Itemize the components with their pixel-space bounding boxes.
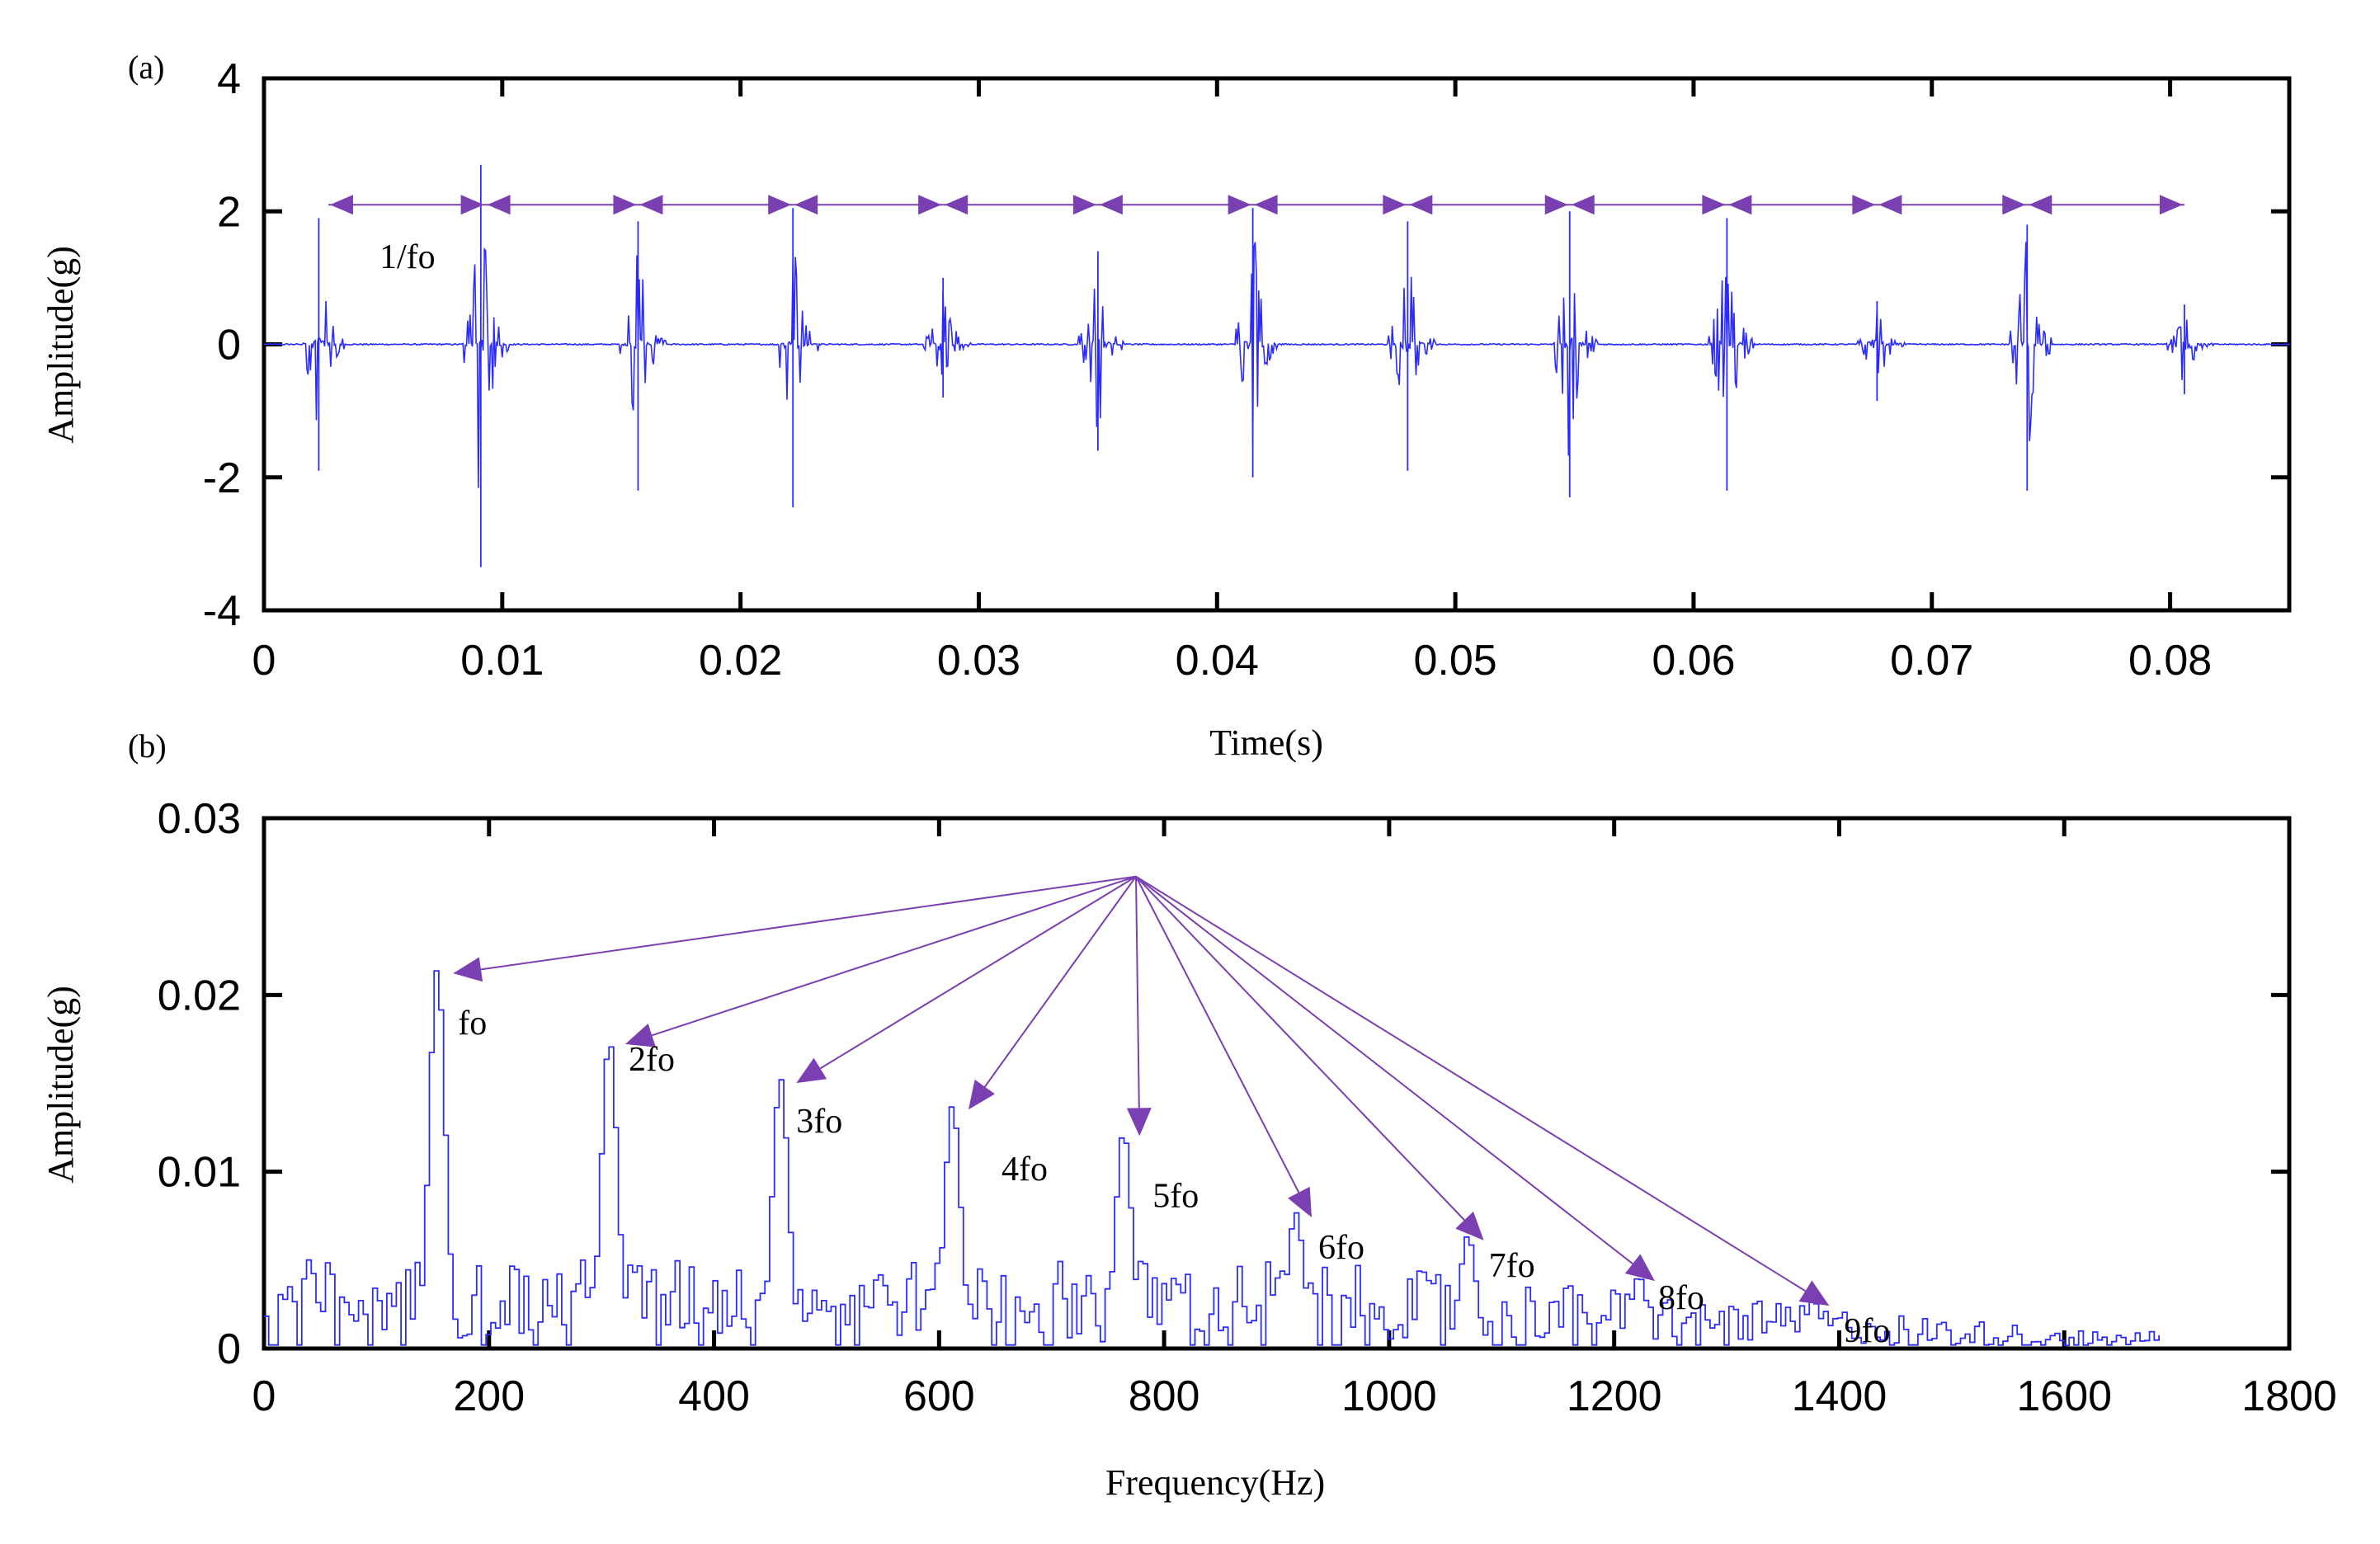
x-tick-label: 800 [1129, 1372, 1200, 1420]
panel-a-tag: (a) [128, 49, 164, 86]
period-arrow-head [1099, 195, 1123, 215]
harmonic-arrow-head [796, 1057, 827, 1084]
x-tick-label: 0 [252, 637, 276, 685]
period-annotation: 1/fo [379, 238, 436, 276]
period-arrow-head [639, 195, 663, 215]
x-tick-label: 1800 [2241, 1372, 2337, 1420]
panel-b-ticks: 0 200 400 600 800 1000 1200 1400 1600 1800 0 0.01 0.… [158, 795, 2337, 1420]
x-tick-label: 1000 [1341, 1372, 1437, 1420]
panel-a-signal [263, 164, 2290, 567]
harmonic-arrow-head [1126, 1108, 1152, 1137]
x-tick-label: 0.07 [1890, 637, 1973, 685]
period-arrow-head [460, 195, 484, 215]
x-tick-label: 0.04 [1176, 637, 1259, 685]
x-tick-label: 1600 [2016, 1372, 2112, 1420]
x-tick-label: 0.02 [699, 637, 782, 685]
harmonic-label: 7fo [1489, 1247, 1535, 1285]
harmonic-arrow-head [1288, 1186, 1312, 1217]
period-arrow-head [2159, 195, 2183, 215]
y-tick-label: 0 [217, 322, 241, 370]
harmonic-arrow-line [1135, 876, 1300, 1193]
harmonic-label: 2fo [629, 1041, 675, 1079]
period-arrow-head [1254, 195, 1278, 215]
panel-b-tag: (b) [128, 727, 167, 765]
period-arrow-head [1852, 195, 1876, 215]
harmonic-arrow-line [1135, 875, 1806, 1292]
period-arrow-head [1702, 195, 1726, 215]
period-arrow-head [1383, 195, 1407, 215]
signal-trace [263, 242, 2290, 488]
period-arrow-head [1072, 195, 1096, 215]
panel-a-period-markers [328, 195, 2184, 215]
x-tick-label: 0 [252, 1372, 276, 1420]
period-arrow-head [487, 195, 511, 215]
x-tick-label: 600 [903, 1372, 975, 1420]
x-tick-label: 400 [678, 1372, 750, 1420]
panel-a-ticks: 0 0.01 0.02 0.03 0.04 0.05 0.06 0.07 0.08 -4 -2 0 2 4 [203, 55, 2289, 685]
panel-b: (b) 0 200 400 600 800 1000 1200 1400 1600 1800 0 0.… [40, 727, 2337, 1503]
panel-b-spectrum [264, 970, 2160, 1347]
harmonic-arrow-line [1135, 876, 1465, 1221]
y-tick-label: 2 [217, 188, 241, 236]
period-arrow-head [1228, 195, 1251, 215]
period-arrow-head [1409, 195, 1433, 215]
y-tick-label: 0.01 [158, 1149, 241, 1197]
x-tick-label: 0.08 [2128, 637, 2212, 685]
y-tick-label: 0.03 [158, 795, 241, 843]
panel-b-frame [262, 816, 2292, 1351]
spectrum-trace [264, 970, 2160, 1347]
period-arrow-head [794, 195, 818, 215]
x-tick-label: 0.05 [1414, 637, 1497, 685]
period-arrow-head [768, 195, 792, 215]
y-tick-label: -4 [203, 587, 241, 635]
panel-a-ylabel: Amplitude(g) [40, 246, 81, 444]
period-arrow-head [329, 195, 353, 215]
period-arrow-head [2002, 195, 2026, 215]
panel-a: (a) 0 0.01 0.02 0.03 0.04 0.05 0.06 0.07 0.08 -4 -… [40, 49, 2292, 763]
y-tick-label: 4 [217, 55, 241, 103]
period-arrow-head [1544, 195, 1568, 215]
harmonic-label: 9fo [1844, 1312, 1890, 1350]
harmonic-arrow-line [1135, 875, 1633, 1265]
panel-b-harmonic-arrows: fo 2fo 3fo 4fo 5fo 6fo 7fo 8fo 9fo [453, 875, 1890, 1350]
harmonic-label: 8fo [1658, 1279, 1704, 1317]
x-tick-label: 200 [453, 1372, 525, 1420]
x-tick-label: 0.03 [937, 637, 1020, 685]
period-arrow-head [918, 195, 942, 215]
harmonic-arrow-line [480, 875, 1137, 971]
harmonic-arrow-line [984, 876, 1137, 1088]
harmonic-label: 5fo [1152, 1177, 1199, 1215]
period-arrow-head [1878, 195, 1902, 215]
harmonic-arrow-line [651, 875, 1137, 1037]
harmonic-label: fo [458, 1005, 487, 1043]
panel-b-xlabel: Frequency(Hz) [1105, 1462, 1325, 1503]
y-tick-label: 0.02 [158, 972, 241, 1019]
harmonic-arrow-head [968, 1079, 995, 1110]
harmonic-arrow-head [1624, 1254, 1655, 1282]
period-arrow-head [2029, 195, 2052, 215]
harmonic-arrow-line [819, 875, 1137, 1070]
x-tick-label: 0.01 [460, 637, 544, 685]
harmonic-arrow-head [453, 957, 483, 982]
period-arrow-head [1728, 195, 1752, 215]
panel-b-ylabel: Amplitude(g) [40, 986, 81, 1184]
harmonic-arrow-head [624, 1024, 656, 1047]
period-arrow-head [613, 195, 637, 215]
x-tick-label: 1400 [1792, 1372, 1888, 1420]
x-tick-label: 1200 [1567, 1372, 1662, 1420]
y-tick-label: 0 [217, 1325, 241, 1373]
harmonic-arrow-head [1798, 1280, 1830, 1306]
harmonic-label: 6fo [1318, 1229, 1364, 1267]
y-tick-label: -2 [203, 454, 241, 502]
period-arrow-head [1571, 195, 1595, 215]
x-tick-label: 0.06 [1652, 637, 1735, 685]
panel-a-xlabel: Time(s) [1209, 723, 1323, 763]
harmonic-label: 4fo [1001, 1151, 1048, 1189]
harmonic-arrow-head [1455, 1211, 1484, 1240]
period-arrow-head [945, 195, 968, 215]
harmonic-label: 3fo [796, 1103, 842, 1141]
harmonic-arrow-line [1135, 876, 1140, 1109]
